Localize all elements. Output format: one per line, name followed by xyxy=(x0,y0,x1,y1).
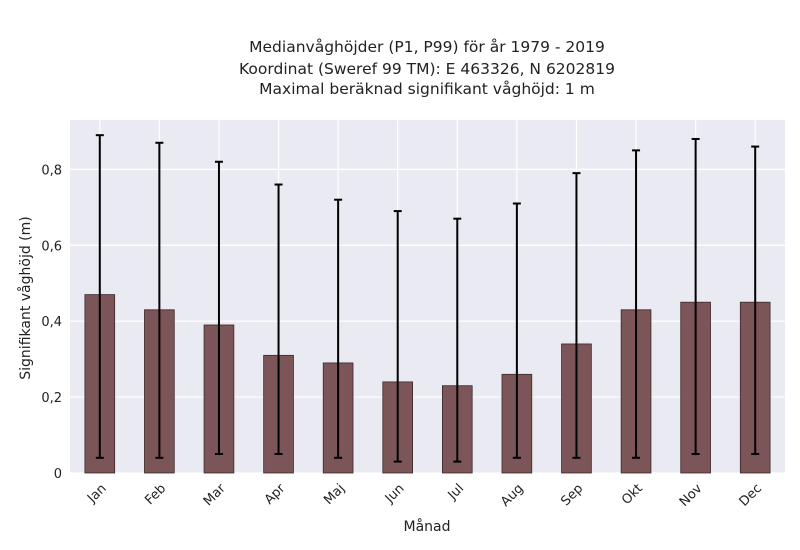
x-tick-label-aug: Aug xyxy=(498,481,527,510)
chart-title: Medianvåghöjder (P1, P99) för år 1979 - … xyxy=(239,38,615,98)
x-tick-label-nov: Nov xyxy=(677,481,706,510)
x-tick-label-jun: Jun xyxy=(382,481,408,507)
error-bars xyxy=(95,134,760,463)
y-tick-labels: 0 0,2 0,4 0,6 0,8 xyxy=(41,163,62,482)
plot-area xyxy=(70,120,785,473)
y-tick-label: 0,4 xyxy=(41,315,62,330)
y-tick-label: 0,6 xyxy=(41,239,62,254)
x-tick-label-maj: Maj xyxy=(321,481,348,508)
title-line-3: Maximal beräknad signifikant våghöjd: 1 … xyxy=(259,80,595,98)
x-tick-label-mar: Mar xyxy=(201,481,229,509)
x-tick-label-jan: Jan xyxy=(84,481,109,506)
x-tick-label-dec: Dec xyxy=(737,481,765,509)
x-tick-label-sep: Sep xyxy=(558,481,586,509)
y-tick-label: 0,2 xyxy=(41,391,62,406)
x-tick-label-feb: Feb xyxy=(142,481,169,508)
x-tick-labels: Jan Feb Mar Apr Maj Jun Jul Aug Sep Okt Nov Dec xyxy=(84,481,765,510)
title-line-1: Medianvåghöjder (P1, P99) för år 1979 - … xyxy=(249,38,605,56)
x-tick-label-apr: Apr xyxy=(262,481,289,508)
title-line-2: Koordinat (Sweref 99 TM): E 463326, N 62… xyxy=(239,60,615,78)
x-tick-label-jul: Jul xyxy=(445,481,467,503)
y-tick-label: 0,8 xyxy=(41,163,62,178)
y-axis-label: Signifikant våghöjd (m) xyxy=(17,216,34,379)
x-axis-label: Månad xyxy=(404,518,451,535)
y-tick-label: 0 xyxy=(54,467,62,482)
x-tick-label-okt: Okt xyxy=(619,481,646,508)
